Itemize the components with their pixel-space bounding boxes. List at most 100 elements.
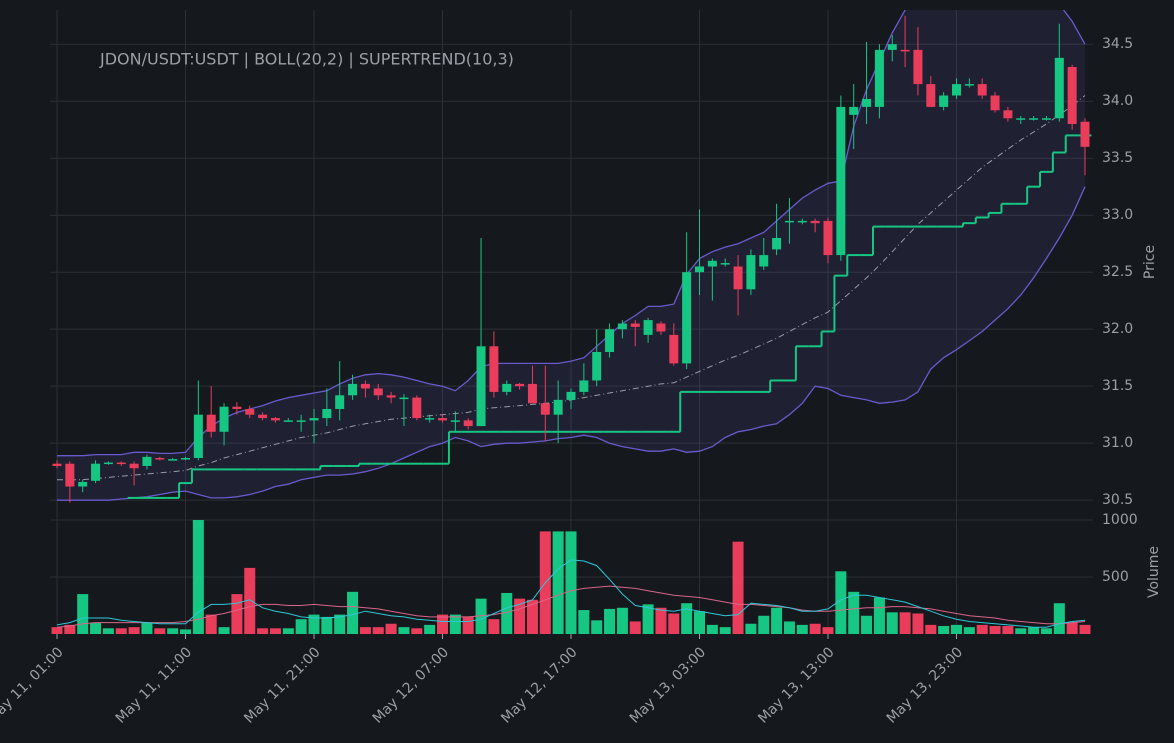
candle-body [502, 383, 512, 392]
volume-bar [269, 628, 281, 634]
y-axis-label: Price [1142, 245, 1158, 279]
volume-bar [347, 591, 359, 634]
volume-bar [501, 592, 513, 634]
candle-body [849, 106, 859, 115]
volume-bar [591, 620, 603, 634]
volume-bar [989, 626, 1001, 634]
candle-body [1054, 57, 1064, 119]
volume-bar [848, 591, 860, 634]
candle-body [373, 388, 383, 396]
candle-body [874, 49, 884, 107]
volume-bar [488, 619, 500, 634]
volume-bar [167, 628, 179, 634]
candle-body [977, 84, 987, 96]
y-tick-label: 30.5 [1102, 492, 1133, 508]
candle-body [553, 399, 563, 415]
volume-bar [437, 614, 448, 634]
candle-body [335, 395, 345, 409]
candle-body [823, 220, 833, 256]
volume-bar [462, 616, 474, 634]
candle-body [489, 346, 499, 392]
volume-bar [231, 594, 243, 634]
volume-bar [295, 619, 307, 634]
volume-bar [141, 622, 153, 634]
volume-bar [257, 628, 269, 634]
volume-bar [706, 624, 718, 634]
candle-body [643, 320, 653, 335]
candle-body [206, 414, 216, 432]
volume-panel [51, 520, 1091, 634]
candle-body [309, 418, 319, 421]
y-tick-label: 500 [1102, 569, 1129, 585]
candle-body [270, 418, 280, 421]
volume-bar [668, 613, 680, 634]
volume-bar [796, 624, 808, 634]
candle-body [399, 397, 409, 400]
volume-bar [1015, 628, 1027, 634]
candle-body [527, 383, 537, 404]
volume-bar [128, 627, 140, 634]
volume-bar [1066, 622, 1078, 634]
candle-body [720, 263, 730, 265]
candle-body [438, 418, 447, 421]
candle-body [91, 463, 101, 481]
candle-body [540, 403, 550, 415]
volume-bar [835, 571, 847, 634]
volume-bar [719, 627, 731, 634]
candle-body [592, 351, 602, 381]
candle-body [193, 414, 203, 459]
volume-bar [1002, 626, 1014, 634]
candle-body [1041, 118, 1051, 120]
candle-body [386, 395, 396, 398]
candle-body [862, 98, 872, 107]
candle-body [952, 84, 961, 96]
volume-bar [398, 627, 410, 634]
volume-bar [642, 604, 654, 634]
volume-axis-label: Volume [1146, 546, 1162, 598]
volume-bar [1053, 603, 1065, 634]
candle-body [746, 255, 756, 290]
candle-body [129, 463, 139, 469]
volume-bar [809, 623, 821, 634]
volume-bar [90, 622, 102, 634]
candle-body [450, 420, 460, 422]
candle-body [887, 44, 897, 50]
candle-body [772, 237, 782, 250]
candle-body [913, 49, 923, 85]
volume-bar [938, 626, 950, 634]
candle-body [258, 414, 268, 419]
volume-bar [244, 567, 256, 634]
y-tick-label: 32.5 [1102, 264, 1133, 280]
candle-body [116, 462, 126, 465]
volume-bar [180, 629, 191, 634]
volume-bar [951, 624, 962, 634]
volume-bar [449, 614, 461, 634]
candle-body [463, 420, 473, 427]
candle-body [1080, 121, 1090, 147]
candle-body [926, 84, 936, 107]
volume-bar [359, 627, 371, 634]
volume-bar [565, 531, 577, 634]
volume-bar [334, 614, 346, 634]
volume-bar [861, 615, 873, 634]
candle-body [219, 406, 229, 432]
volume-bar [321, 616, 333, 634]
y-tick-label: 33.5 [1102, 150, 1133, 166]
candle-body [296, 420, 306, 422]
candle-body [836, 106, 846, 256]
candle-body [1029, 118, 1039, 120]
volume-bar [629, 621, 641, 634]
candle-body [733, 266, 743, 290]
volume-bar [475, 598, 487, 634]
candle-body [566, 391, 576, 400]
volume-bar [694, 611, 705, 634]
candle-body [168, 459, 178, 461]
candle-body [103, 462, 113, 465]
volume-bar [372, 627, 384, 634]
volume-bar [963, 627, 975, 634]
candle-body [1016, 118, 1026, 120]
volume-bar [578, 610, 590, 634]
candle-body [579, 380, 589, 392]
y-tick-label: 1000 [1102, 512, 1138, 528]
